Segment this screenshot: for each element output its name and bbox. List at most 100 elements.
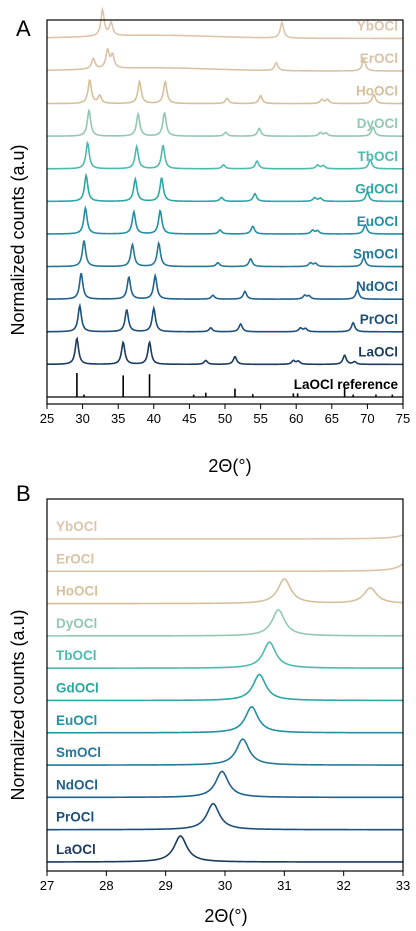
series-ybocl: YbOCl xyxy=(47,519,404,540)
x-tick-label: 28 xyxy=(99,878,113,893)
series-label: HoOCl xyxy=(56,584,98,599)
series-line xyxy=(46,336,403,366)
series-label: DyOCl xyxy=(56,616,97,631)
series-laocl: LaOCl xyxy=(46,336,403,366)
series-label: LaOCl xyxy=(56,842,96,857)
series-label: LaOCl reference xyxy=(294,377,399,392)
series-label: YbOCl xyxy=(56,519,97,534)
x-tick-label: 32 xyxy=(336,878,350,893)
series-line xyxy=(47,835,403,863)
x-tick-label: 65 xyxy=(325,411,339,426)
series-label: ErOCl xyxy=(56,551,94,566)
series-erocl: ErOCl xyxy=(46,48,404,72)
series-dyocl: DyOCl xyxy=(47,609,403,637)
series-label: YbOCl xyxy=(357,18,398,33)
series-ndocl: NdOCl xyxy=(47,770,403,799)
series-dyocl: DyOCl xyxy=(47,108,403,137)
series-procl: PrOCl xyxy=(47,802,403,831)
series-label: TbOCl xyxy=(358,149,399,164)
series-line xyxy=(47,641,403,669)
series-label: EuOCl xyxy=(56,713,97,728)
series-label: DyOCl xyxy=(357,116,398,131)
y-axis-title-a: Normalized counts (a.u) xyxy=(8,144,28,335)
x-tick-label: 30 xyxy=(218,878,232,893)
x-tick-label: 27 xyxy=(40,878,54,893)
series-label: TbOCl xyxy=(56,648,97,663)
x-tick-label: 35 xyxy=(111,411,125,426)
x-tick-label: 75 xyxy=(396,411,410,426)
series-label: GdOCl xyxy=(355,181,398,196)
series-label: PrOCl xyxy=(360,312,398,327)
series-procl: PrOCl xyxy=(47,302,403,333)
series-ybocl: YbOCl xyxy=(46,6,403,40)
panel-letter-a: A xyxy=(16,16,31,41)
series-laocl-reference: LaOCl reference xyxy=(47,373,403,398)
x-ticks-a: 25 30 35 40 45 50 55 60 65 70 75 xyxy=(40,404,410,426)
y-axis-title-b: Normalized counts (a.u) xyxy=(8,609,28,800)
series-line xyxy=(47,738,403,766)
series-line xyxy=(46,272,403,300)
x-tick-label: 40 xyxy=(147,411,161,426)
series-tbocl: TbOCl xyxy=(47,641,403,669)
x-tick-label: 60 xyxy=(289,411,303,426)
x-tick-label: 31 xyxy=(277,878,291,893)
series-line xyxy=(47,673,404,702)
series-line xyxy=(47,770,403,799)
x-tick-label: 33 xyxy=(396,878,410,893)
series-label: LaOCl xyxy=(358,344,398,359)
x-tick-label: 55 xyxy=(253,411,267,426)
series-euocl: EuOCl xyxy=(47,205,404,235)
series-label: EuOCl xyxy=(357,214,398,229)
series-line xyxy=(47,205,404,235)
series-line xyxy=(47,562,404,573)
series-erocl: ErOCl xyxy=(47,551,404,573)
series-smocl: SmOCl xyxy=(47,240,403,268)
series-line xyxy=(46,48,404,72)
series-label: PrOCl xyxy=(56,810,94,825)
series-line xyxy=(47,534,404,540)
series-line xyxy=(46,577,404,605)
series-line xyxy=(47,108,403,137)
series-gdocl: GdOCl xyxy=(47,172,403,203)
plot-area-a: LaOCl reference LaOCl PrOCl NdOCl SmOCl EuOCl… xyxy=(46,6,404,398)
series-euocl: EuOCl xyxy=(47,705,403,734)
series-laocl: LaOCl xyxy=(47,835,403,863)
series-line xyxy=(47,140,403,170)
series-tbocl: TbOCl xyxy=(47,140,403,170)
x-tick-label: 30 xyxy=(75,411,89,426)
series-label: NdOCl xyxy=(356,279,398,294)
panel-b: B Normalized counts (a.u) 2Θ(°) LaOCl PrO… xyxy=(8,481,410,926)
series-gdocl: GdOCl xyxy=(47,673,404,702)
series-label: ErOCl xyxy=(360,51,398,66)
series-line xyxy=(47,240,403,268)
series-line xyxy=(47,802,403,831)
panel-letter-b: B xyxy=(16,481,31,506)
series-ndocl: NdOCl xyxy=(46,272,403,300)
series-line xyxy=(47,78,404,105)
series-label: HoOCl xyxy=(356,84,398,99)
series-label: SmOCl xyxy=(56,745,101,760)
x-tick-label: 50 xyxy=(218,411,232,426)
plot-frame-b xyxy=(46,498,404,872)
series-line xyxy=(47,172,403,203)
series-line xyxy=(47,609,403,637)
x-axis-title-b: 2Θ(°) xyxy=(204,906,247,926)
series-line xyxy=(47,302,403,333)
x-axis-title-a: 2Θ(°) xyxy=(208,456,251,476)
x-tick-label: 45 xyxy=(182,411,196,426)
series-line xyxy=(47,705,403,734)
series-line xyxy=(46,6,403,40)
series-hoocl: HoOCl xyxy=(47,78,404,105)
series-label: SmOCl xyxy=(353,247,398,262)
x-ticks-b: 27 28 29 30 31 32 33 xyxy=(40,871,410,893)
x-tick-label: 29 xyxy=(158,878,172,893)
series-hoocl: HoOCl xyxy=(46,577,404,605)
panel-a: A Normalized counts (a.u) 2Θ(°) LaOCl re… xyxy=(8,6,410,476)
series-smocl: SmOCl xyxy=(47,738,403,766)
series-label: GdOCl xyxy=(56,681,99,696)
plot-area-b: LaOCl PrOCl NdOCl SmOCl EuOCl GdOCl TbOCl DyOCl… xyxy=(46,519,404,863)
x-tick-label: 25 xyxy=(40,411,54,426)
plot-frame-a xyxy=(46,19,404,405)
x-tick-label: 70 xyxy=(360,411,374,426)
